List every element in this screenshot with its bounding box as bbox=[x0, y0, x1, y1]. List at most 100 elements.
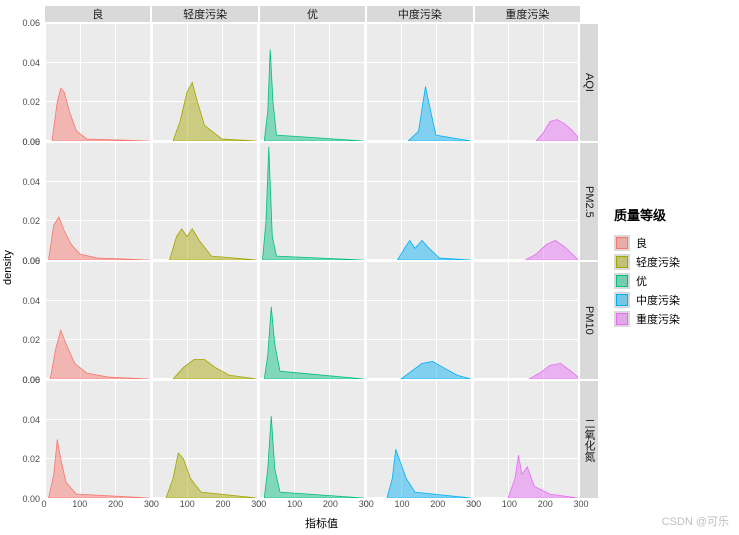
panel bbox=[258, 23, 365, 142]
legend-key bbox=[614, 235, 630, 251]
legend-label: 轻度污染 bbox=[636, 254, 680, 270]
x-tick: 200 bbox=[215, 499, 230, 509]
panel bbox=[151, 261, 258, 380]
y-tick: 0.06 bbox=[22, 375, 40, 385]
panel bbox=[472, 380, 579, 499]
col-strip: 重度污染 bbox=[474, 5, 581, 23]
x-tick: 0 bbox=[149, 499, 154, 509]
panel bbox=[44, 23, 151, 142]
facet-row: 0.000.020.040.06PM10 bbox=[44, 261, 599, 380]
y-tick: 0.06 bbox=[22, 137, 40, 147]
legend-key bbox=[614, 273, 630, 289]
chart-area: 良轻度污染优中度污染重度污染 0.000.020.040.06AQI0.000.… bbox=[16, 0, 604, 535]
legend-item: 中度污染 bbox=[614, 292, 739, 308]
y-tick: 0.04 bbox=[22, 58, 40, 68]
panel bbox=[365, 142, 472, 261]
panel bbox=[472, 142, 579, 261]
density-curve bbox=[152, 262, 257, 379]
col-strip: 中度污染 bbox=[366, 5, 473, 23]
density-curve bbox=[259, 262, 364, 379]
x-tick: 200 bbox=[538, 499, 553, 509]
density-curve bbox=[473, 143, 578, 260]
legend-key bbox=[614, 254, 630, 270]
panel bbox=[472, 23, 579, 142]
density-curve bbox=[473, 262, 578, 379]
panel bbox=[365, 23, 472, 142]
density-curve bbox=[45, 262, 150, 379]
y-tick: 0.00 bbox=[22, 494, 40, 504]
y-tick: 0.02 bbox=[22, 97, 40, 107]
facet-row: 0.000.020.040.06PM2.5 bbox=[44, 142, 599, 261]
x-ticks: 0100200300 bbox=[151, 499, 258, 513]
density-curve bbox=[473, 381, 578, 498]
legend-label: 良 bbox=[636, 235, 647, 251]
density-curve bbox=[152, 24, 257, 141]
panel bbox=[44, 142, 151, 261]
density-curve bbox=[45, 381, 150, 498]
legend-item: 重度污染 bbox=[614, 311, 739, 327]
legend-label: 重度污染 bbox=[636, 311, 680, 327]
facet-row: 0.000.020.040.06AQI bbox=[44, 23, 599, 142]
x-ticks: 0100200300 bbox=[259, 499, 366, 513]
row-strip: AQI bbox=[579, 23, 599, 142]
x-tick: 100 bbox=[395, 499, 410, 509]
panel bbox=[151, 23, 258, 142]
y-tick: 0.02 bbox=[22, 454, 40, 464]
legend-item: 轻度污染 bbox=[614, 254, 739, 270]
panel bbox=[44, 380, 151, 499]
density-curve bbox=[366, 262, 471, 379]
x-ticks: 0100200300 bbox=[366, 499, 473, 513]
density-curve bbox=[259, 381, 364, 498]
density-curve bbox=[152, 381, 257, 498]
x-ticks: 0100200300 bbox=[44, 499, 151, 513]
x-tick: 0 bbox=[471, 499, 476, 509]
col-strip: 轻度污染 bbox=[151, 5, 258, 23]
density-curve bbox=[45, 143, 150, 260]
watermark: CSDN @可乐 bbox=[662, 513, 729, 529]
density-curve bbox=[259, 143, 364, 260]
density-curve bbox=[152, 143, 257, 260]
figure: density 良轻度污染优中度污染重度污染 0.000.020.040.06A… bbox=[0, 0, 739, 535]
panel bbox=[151, 142, 258, 261]
legend-key bbox=[614, 292, 630, 308]
row-strip: PM2.5 bbox=[579, 142, 599, 261]
legend-label: 优 bbox=[636, 273, 647, 289]
density-curve bbox=[473, 24, 578, 141]
legend-key bbox=[614, 311, 630, 327]
y-tick: 0.02 bbox=[22, 216, 40, 226]
row-strip: 二氧化氮 bbox=[579, 380, 599, 499]
x-tick: 200 bbox=[430, 499, 445, 509]
col-strip: 优 bbox=[259, 5, 366, 23]
x-tick: 200 bbox=[108, 499, 123, 509]
y-tick: 0.06 bbox=[22, 256, 40, 266]
density-curve bbox=[366, 381, 471, 498]
y-tick: 0.02 bbox=[22, 335, 40, 345]
y-tick: 0.04 bbox=[22, 415, 40, 425]
panel bbox=[472, 261, 579, 380]
x-tick: 0 bbox=[364, 499, 369, 509]
x-tick: 100 bbox=[72, 499, 87, 509]
facet-grid: 0.000.020.040.06AQI0.000.020.040.06PM2.5… bbox=[44, 23, 599, 499]
panel bbox=[258, 261, 365, 380]
y-tick: 0.04 bbox=[22, 296, 40, 306]
y-tick: 0.04 bbox=[22, 177, 40, 187]
panel bbox=[258, 142, 365, 261]
legend-label: 中度污染 bbox=[636, 292, 680, 308]
x-tick: 100 bbox=[502, 499, 517, 509]
facet-row: 0.000.020.040.06二氧化氮 bbox=[44, 380, 599, 499]
x-tick: 200 bbox=[323, 499, 338, 509]
panel bbox=[365, 380, 472, 499]
panel bbox=[151, 380, 258, 499]
panel bbox=[258, 380, 365, 499]
panel bbox=[44, 261, 151, 380]
x-axis-title: 指标值 bbox=[44, 513, 599, 535]
density-curve bbox=[45, 24, 150, 141]
col-strips: 良轻度污染优中度污染重度污染 bbox=[44, 5, 599, 23]
x-tick: 0 bbox=[256, 499, 261, 509]
legend-item: 优 bbox=[614, 273, 739, 289]
col-strip: 良 bbox=[44, 5, 151, 23]
legend-item: 良 bbox=[614, 235, 739, 251]
density-curve bbox=[259, 24, 364, 141]
legend-title: 质量等级 bbox=[614, 205, 739, 224]
row-strip: PM10 bbox=[579, 261, 599, 380]
